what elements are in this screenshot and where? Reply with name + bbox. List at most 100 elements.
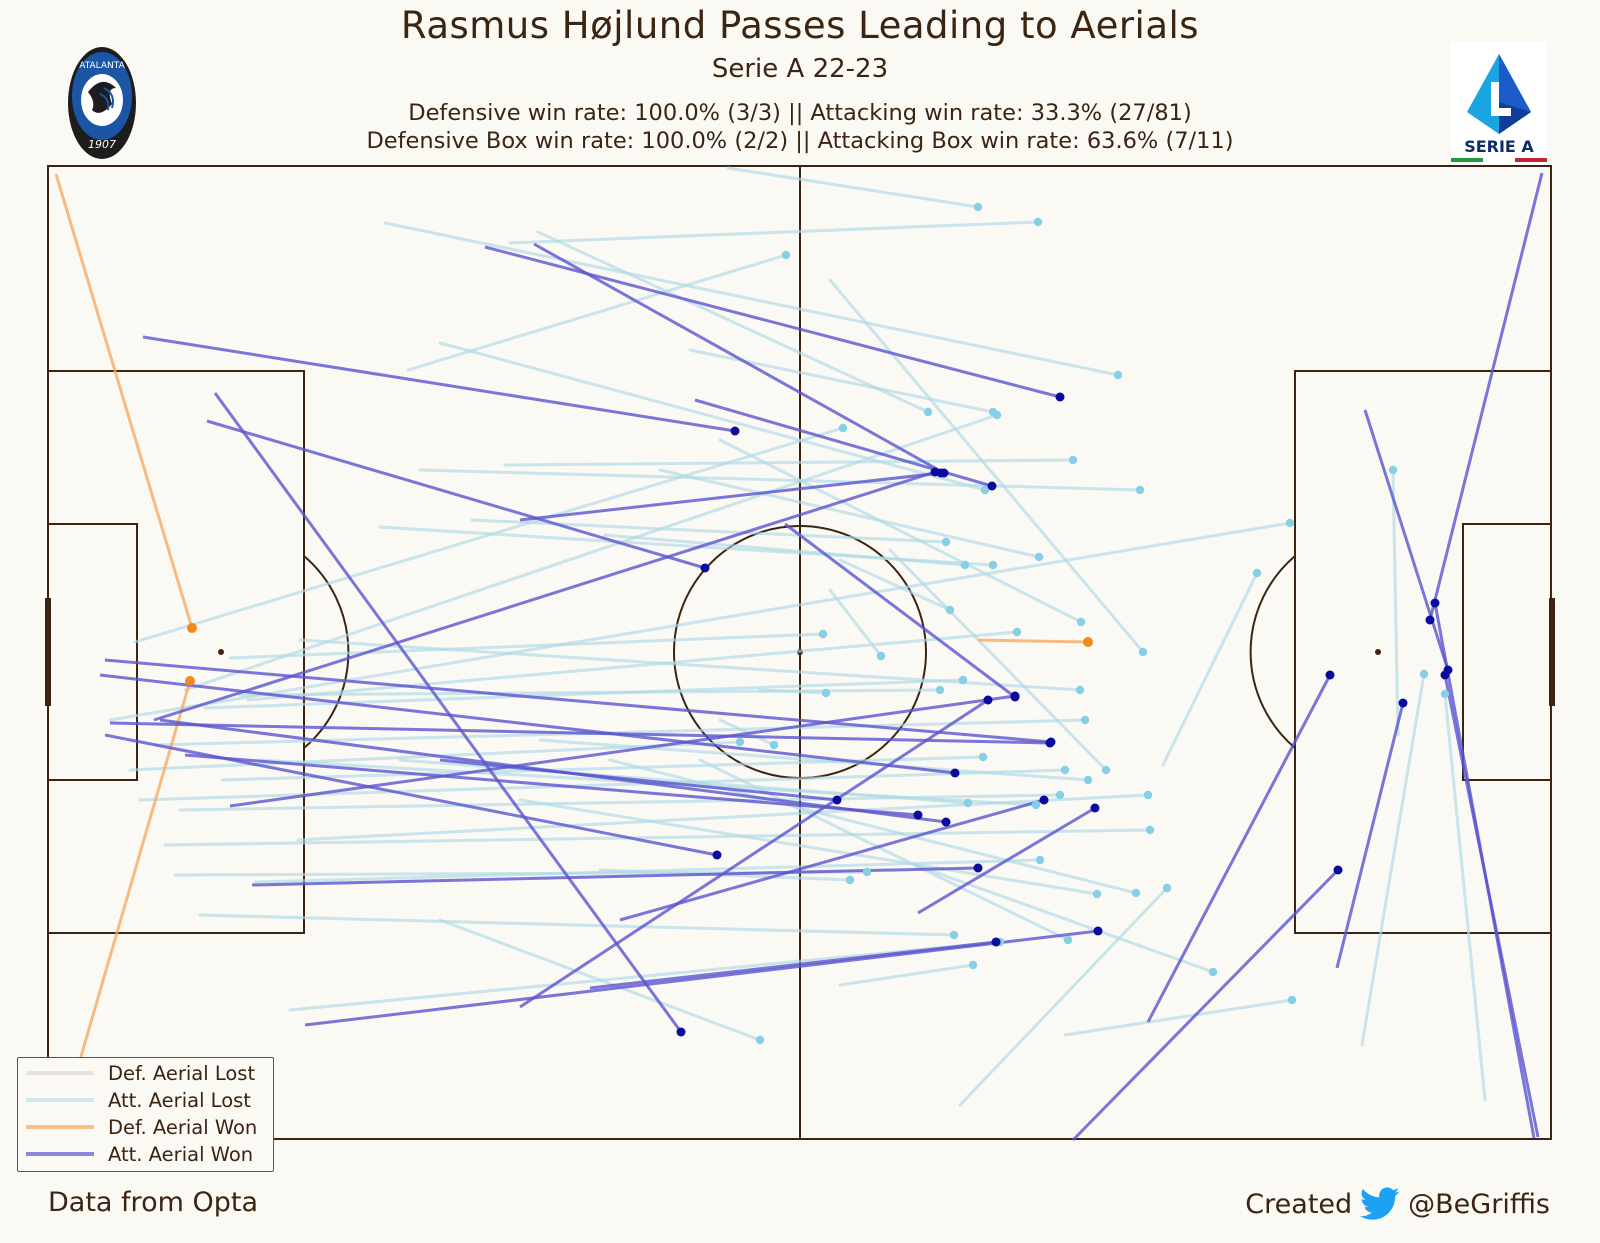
pass-line-att-lost [183, 413, 999, 692]
pass-line-att-won [206, 419, 706, 570]
pass-end-att-won [950, 768, 960, 778]
pass-line-def-won [54, 173, 194, 629]
pass-end-att-lost [1012, 627, 1022, 637]
pass-line-att-lost [838, 963, 975, 987]
club-name-text: ATALANTA [79, 61, 125, 71]
pass-end-att-lost [1208, 967, 1218, 977]
pass-line-att-won [104, 658, 1052, 744]
pass-line-att-won [1071, 868, 1340, 1142]
pass-end-att-lost [935, 685, 945, 695]
pass-end-att-lost [963, 798, 973, 808]
pass-line-att-won [1428, 172, 1544, 621]
pass-end-att-lost [781, 250, 791, 260]
pass-line-att-lost [418, 468, 1142, 492]
page-title: Rasmus Højlund Passes Leading to Aerials [400, 4, 1200, 47]
pass-line-att-lost [163, 828, 1152, 847]
pass-end-att-lost [923, 407, 933, 417]
pass-line-att-lost [1391, 468, 1400, 737]
pass-end-att-lost [1035, 855, 1045, 865]
pass-line-att-lost [538, 738, 1090, 782]
pass-lines [54, 166, 1544, 1142]
pass-end-att-won [941, 817, 951, 827]
pass-end-att-lost [1131, 888, 1141, 898]
right-penalty-arc [1249, 555, 1296, 749]
pass-line-att-won [184, 753, 919, 817]
right-six-yard-box [1462, 523, 1552, 781]
pass-line-att-lost [698, 758, 1070, 942]
pass-end-att-lost [1113, 370, 1123, 380]
credit: Created @BeGriffis [1245, 1187, 1550, 1221]
pass-end-att-won [991, 937, 1001, 947]
pass-end-att-lost [1143, 790, 1153, 800]
club-year-text: 1907 [88, 138, 116, 151]
pass-end-att-lost [1083, 775, 1093, 785]
pass-line-att-won [1146, 674, 1332, 1023]
pass-end-att-lost [980, 485, 990, 495]
pass-end-att-won [1045, 738, 1055, 748]
pass-line-att-lost [503, 458, 1075, 467]
legend-item-def-won: Def. Aerial Won [26, 1114, 257, 1140]
pass-line-att-won [104, 733, 718, 857]
pass-end-att-won [1093, 926, 1103, 936]
twitter-bird-icon [1360, 1187, 1400, 1220]
pass-line-att-lost [758, 688, 828, 695]
pass-end-att-won [832, 795, 842, 805]
pass-line-att-won [1443, 674, 1540, 1138]
pass-end-att-lost [1285, 518, 1295, 528]
right-penalty-box [1294, 370, 1552, 934]
pass-line-att-won [153, 470, 936, 722]
pass-end-att-lost [876, 651, 886, 661]
pass-line-att-lost [288, 940, 1002, 1012]
pass-line-def-won [78, 680, 192, 1061]
pass-end-att-lost [1135, 485, 1145, 495]
pass-end-att-lost [978, 752, 988, 762]
pass-end-att-lost [1080, 715, 1090, 725]
pass-end-att-won [730, 426, 740, 436]
pass-end-att-lost [845, 875, 855, 885]
pass-end-def-won [185, 676, 195, 686]
pass-line-att-lost [688, 348, 995, 414]
pass-end-att-lost [945, 605, 955, 615]
pass-end-att-lost [1419, 669, 1429, 679]
pass-line-att-won [784, 522, 1016, 699]
pass-end-att-lost [973, 202, 983, 212]
pass-end-att-won [712, 850, 722, 860]
pass-end-att-lost [818, 629, 828, 639]
pass-end-att-lost [1033, 217, 1043, 227]
legend-swatch [26, 1125, 94, 1129]
pass-end-att-lost [1068, 455, 1078, 465]
data-source: Data from Opta [48, 1187, 258, 1218]
pass-line-att-won [213, 392, 683, 1033]
pass-end-att-lost [1031, 800, 1041, 810]
pass-line-att-won [589, 940, 997, 990]
pitch-markings [45, 165, 1555, 1140]
pass-line-att-lost [913, 863, 1215, 974]
pass-line-att-won [619, 798, 1045, 922]
pass-end-att-lost [821, 688, 831, 698]
legend-label: Att. Aerial Lost [108, 1088, 251, 1112]
pass-line-att-lost [108, 521, 1292, 722]
right-goal [1549, 598, 1555, 706]
pass-line-att-lost [888, 548, 1108, 772]
pass-end-att-lost [1145, 825, 1155, 835]
pass-line-def-won [977, 638, 1089, 644]
legend-item-att-lost: Att. Aerial Lost [26, 1087, 251, 1113]
pass-line-att-lost [828, 278, 1145, 654]
pass-end-att-lost [1076, 617, 1086, 627]
legend-swatch [26, 1071, 94, 1075]
pass-end-points [185, 202, 1453, 1045]
pass-end-att-lost [1252, 568, 1262, 578]
pass-line-att-won [519, 471, 942, 522]
pass-line-att-lost [438, 341, 987, 492]
pass-line-att-lost [383, 221, 1120, 377]
pass-line-att-lost [1443, 692, 1487, 1102]
pass-line-att-won [519, 698, 989, 1009]
legend-swatch [26, 1098, 94, 1102]
pass-end-att-won [936, 468, 946, 478]
pass-line-att-lost [508, 220, 1040, 245]
pass-end-att-won [700, 563, 710, 573]
pass-line-att-lost [398, 758, 970, 805]
pass-end-att-lost [1060, 765, 1070, 775]
pass-line-att-won [917, 806, 1096, 915]
